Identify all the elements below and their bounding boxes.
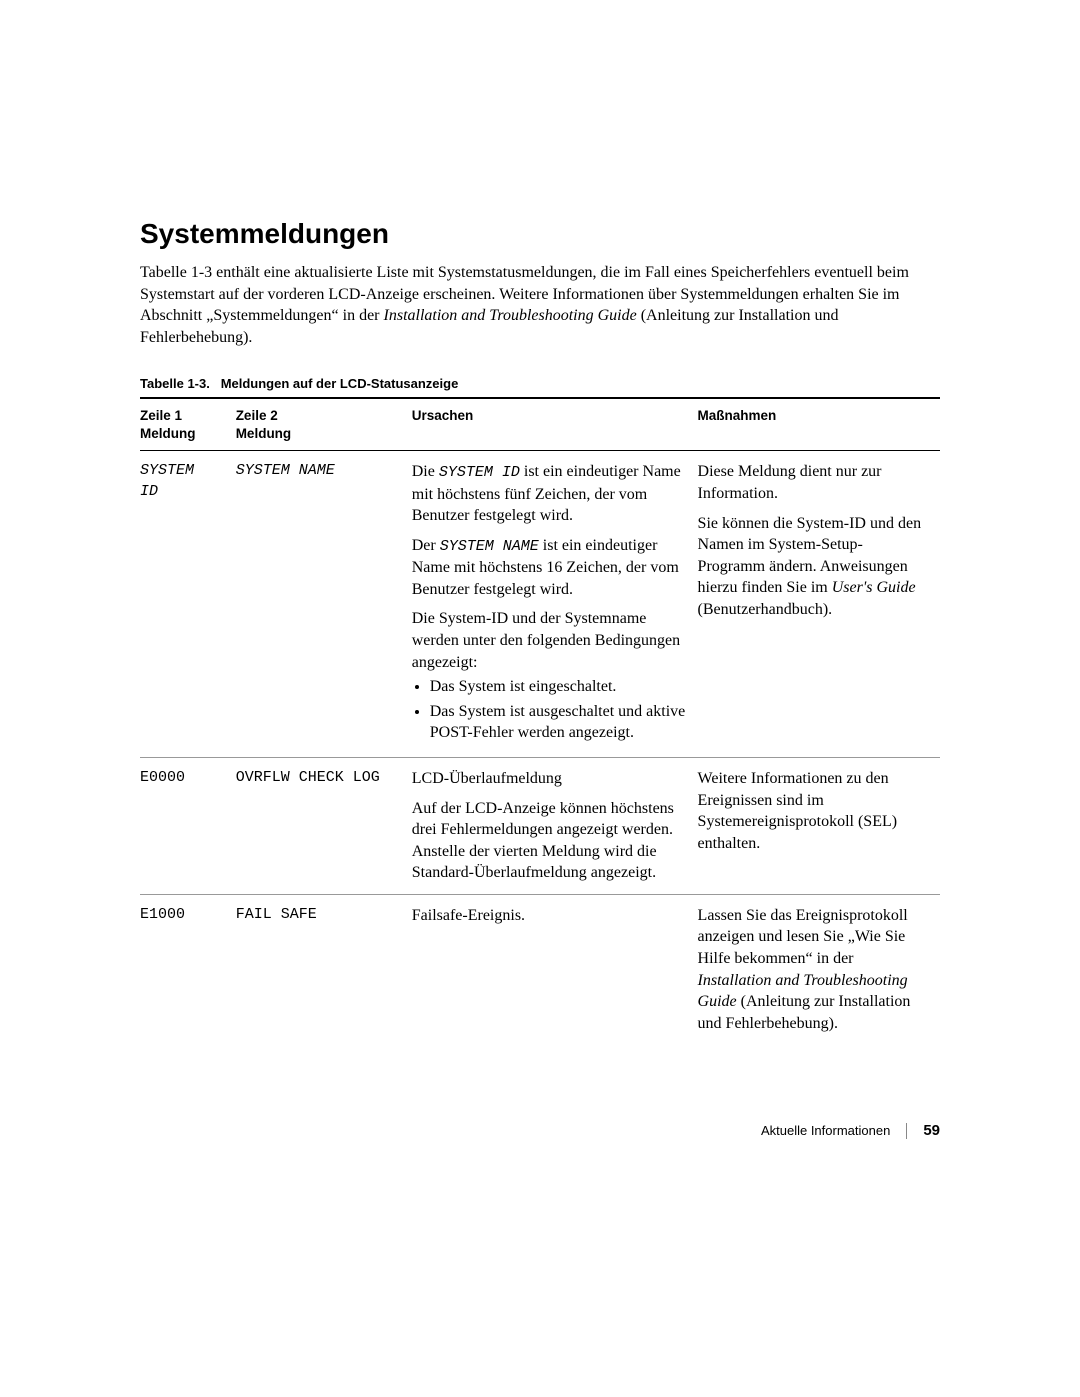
r1c3-p3: Die System-ID und der Systemname werden …	[412, 610, 680, 670]
r1c3-p2mono: SYSTEM NAME	[440, 538, 539, 555]
th-zeile1: Zeile 1 Meldung	[140, 398, 236, 451]
intro-paragraph: Tabelle 1-3 enthält eine aktualisierte L…	[140, 262, 940, 348]
cell-r3-c4: Lassen Sie das Ereignisprotokoll anzeige…	[698, 894, 940, 1044]
cell-r2-c4: Weitere Informationen zu den Ereignissen…	[698, 757, 940, 894]
table-row: E1000 FAIL SAFE Failsafe-Ereignis. Lasse…	[140, 894, 940, 1044]
r3c4-p1a: Lassen Sie das Ereignisprotokoll anzeige…	[698, 907, 908, 967]
footer-section: Aktuelle Informationen	[761, 1123, 890, 1138]
table-caption-text: Meldungen auf der LCD-Statusanzeige	[221, 376, 459, 391]
th-zeile1-l1: Zeile 1	[140, 408, 182, 423]
footer-divider	[906, 1123, 907, 1139]
r1c3-p1mono: SYSTEM ID	[439, 464, 520, 481]
r1c4-p2italic: User's Guide	[832, 579, 916, 596]
cell-r3-c2: FAIL SAFE	[236, 894, 412, 1044]
cell-r3-c1: E1000	[140, 894, 236, 1044]
r1c3-p1a: Die	[412, 463, 439, 480]
r1c3-bullets: Das System ist eingeschaltet. Das System…	[412, 676, 686, 744]
th-ursachen: Ursachen	[412, 398, 698, 451]
cell-r1-c4: Diese Meldung dient nur zur Information.…	[698, 451, 940, 757]
r1c4-p2b: (Benutzerhandbuch).	[698, 601, 833, 618]
r1c1-l2: ID	[140, 483, 158, 500]
table-caption: Tabelle 1-3. Meldungen auf der LCD-Statu…	[140, 376, 940, 391]
r1c3-b2: Das System ist ausgeschaltet und aktive …	[430, 701, 686, 744]
th-zeile2: Zeile 2 Meldung	[236, 398, 412, 451]
page-footer: Aktuelle Informationen 59	[761, 1122, 940, 1139]
r1c4-p1: Diese Meldung dient nur zur Information.	[698, 461, 928, 504]
r1c3-b1: Das System ist eingeschaltet.	[430, 676, 686, 698]
cell-r1-c1: SYSTEM ID	[140, 451, 236, 757]
cell-r2-c2: OVRFLW CHECK LOG	[236, 757, 412, 894]
cell-r1-c2: SYSTEM NAME	[236, 451, 412, 757]
r1c3-p2a: Der	[412, 537, 440, 554]
r2c3-p1: LCD-Überlaufmeldung	[412, 768, 686, 790]
page-heading: Systemmeldungen	[140, 218, 940, 250]
table-row: SYSTEM ID SYSTEM NAME Die SYSTEM ID ist …	[140, 451, 940, 757]
r1c1-l1: SYSTEM	[140, 462, 194, 479]
th-massnahmen: Maßnahmen	[698, 398, 940, 451]
footer-page-number: 59	[923, 1122, 940, 1139]
cell-r2-c3: LCD-Überlaufmeldung Auf der LCD-Anzeige …	[412, 757, 698, 894]
th-zeile1-l2: Meldung	[140, 426, 196, 441]
intro-italic-1: Installation and Troubleshooting Guide	[384, 307, 637, 324]
th-zeile2-l1: Zeile 2	[236, 408, 278, 423]
r2c3-p2: Auf der LCD-Anzeige können höchstens dre…	[412, 798, 686, 884]
table-row: E0000 OVRFLW CHECK LOG LCD-Überlaufmeldu…	[140, 757, 940, 894]
table-caption-prefix: Tabelle 1-3.	[140, 376, 210, 391]
messages-table: Zeile 1 Meldung Zeile 2 Meldung Ursachen…	[140, 397, 940, 1044]
table-header-row: Zeile 1 Meldung Zeile 2 Meldung Ursachen…	[140, 398, 940, 451]
cell-r3-c3: Failsafe-Ereignis.	[412, 894, 698, 1044]
cell-r1-c3: Die SYSTEM ID ist ein eindeutiger Name m…	[412, 451, 698, 757]
th-zeile2-l2: Meldung	[236, 426, 292, 441]
cell-r2-c1: E0000	[140, 757, 236, 894]
